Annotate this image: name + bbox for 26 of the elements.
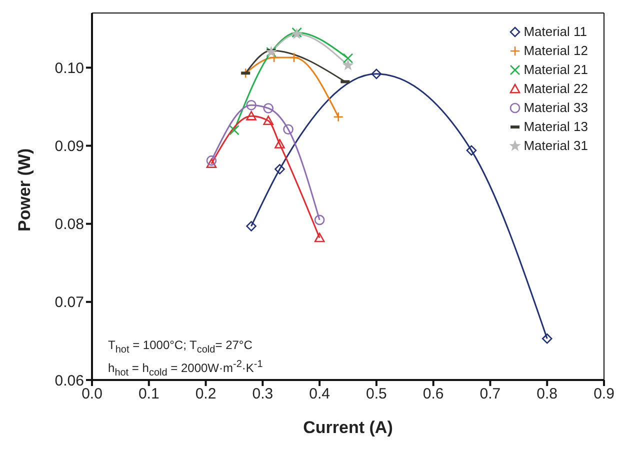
x-tick-label: 0.9 <box>594 386 614 403</box>
legend-label: Material 31 <box>524 137 588 155</box>
legend-label: Material 21 <box>524 61 588 79</box>
y-axis-title: Power (W) <box>15 148 34 232</box>
legend-label: Material 11 <box>524 23 588 41</box>
legend-label: Material 22 <box>524 80 588 98</box>
x-tick-label: 0.7 <box>480 386 501 403</box>
y-tick-label: 0.10 <box>54 60 84 77</box>
x-tick-label: 0.5 <box>366 386 387 403</box>
y-tick-label: 0.07 <box>54 294 84 312</box>
x-tick-label: 0.8 <box>536 386 558 403</box>
x-tick-label: 0.2 <box>195 386 216 403</box>
x-axis-title: Current (A) <box>303 418 393 437</box>
legend-label: Material 12 <box>524 42 588 60</box>
annotation: T$_{hot}$ = 1000°C; T$_{cold}$= 27°C <box>108 338 254 358</box>
legend-label: Material 13 <box>524 118 588 136</box>
x-tick-label: 0.6 <box>422 386 444 403</box>
x-tick-label: 0.1 <box>138 386 160 403</box>
x-tick-label: 0.0 <box>82 386 102 403</box>
y-tick-label: 0.09 <box>54 138 84 156</box>
y-tick-label: 0.08 <box>54 216 84 234</box>
x-tick-label: 0.4 <box>309 386 330 403</box>
annotation: h$_{hot}$ = h$_{cold}$ = 2000W·m$^{-2}$·K$^{-1}$ <box>108 358 263 381</box>
legend-label: Material 33 <box>524 99 588 117</box>
y-tick-label: 0.06 <box>54 372 84 390</box>
x-tick-label: 0.3 <box>252 386 274 403</box>
